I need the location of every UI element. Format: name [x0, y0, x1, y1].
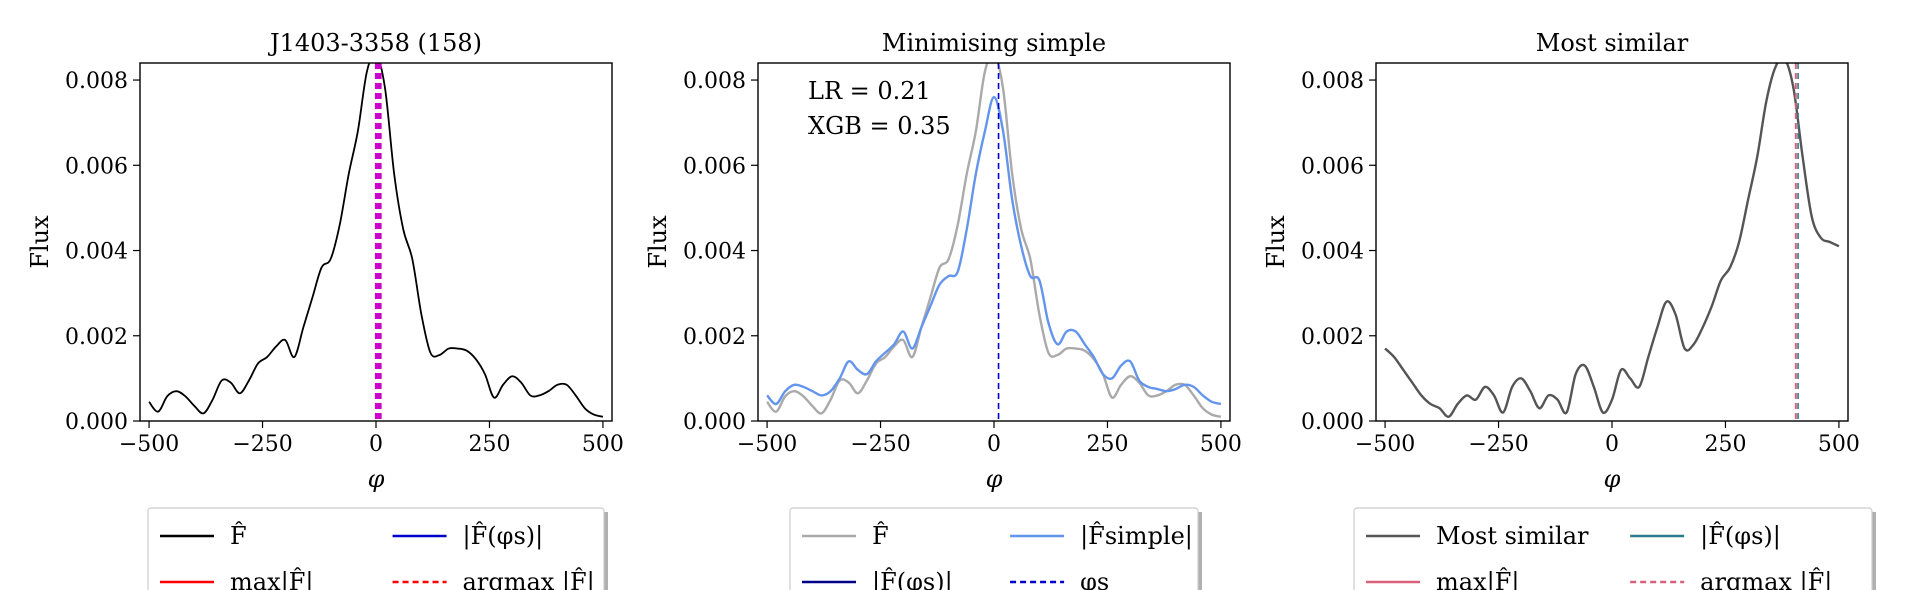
legend: Most similar |F̂(φs)| max|F̂| argmax |F̂| — [1353, 507, 1876, 590]
legend: F̂ |F̂simple| |F̂(φs)| φs — [789, 507, 1202, 590]
legend-label: argmax |F̂| — [1700, 568, 1832, 590]
y-axis-label: Flux — [26, 215, 54, 269]
legend-label: |F̂(φs)| — [872, 568, 953, 590]
series-line-1 — [766, 63, 1222, 418]
annotation-text: LR = 0.21 — [808, 77, 931, 105]
x-axis-label: φ — [1604, 465, 1621, 493]
y-tick-label: 0.008 — [65, 69, 128, 94]
plot-area — [1384, 63, 1840, 421]
chart-title: J1403-3358 (158) — [267, 29, 482, 57]
legend-box — [147, 507, 605, 590]
chart-panel-2: Minimising simple −500 −250 0 250 500 0.000 0.0… — [644, 29, 1242, 590]
x-tick-label: −500 — [119, 432, 179, 457]
y-tick-label: 0.006 — [1301, 154, 1364, 179]
y-tick-label: 0.006 — [683, 154, 746, 179]
x-tick-label: 500 — [1818, 432, 1860, 457]
y-tick-label: 0.000 — [1301, 410, 1364, 435]
axes-frame — [1375, 62, 1849, 422]
x-tick-label: 500 — [582, 432, 624, 457]
legend-label: |F̂(φs)| — [463, 522, 544, 551]
legend-label: |F̂(φs)| — [1700, 522, 1781, 551]
legend-label: F̂ — [872, 522, 889, 550]
x-tick-label: −500 — [737, 432, 797, 457]
x-tick-label: 0 — [1605, 432, 1619, 457]
y-tick-label: 0.000 — [683, 410, 746, 435]
x-axis-label: φ — [368, 465, 385, 493]
y-tick-label: 0.008 — [1301, 69, 1364, 94]
plot-area — [766, 63, 1222, 421]
y-tick-label: 0.004 — [65, 240, 128, 265]
x-axis-label: φ — [986, 465, 1003, 493]
x-tick-label: −500 — [1355, 432, 1415, 457]
chart-title: Minimising simple — [882, 29, 1106, 57]
series-line-1 — [1384, 63, 1840, 418]
y-tick-label: 0.002 — [683, 325, 746, 350]
x-tick-label: 0 — [369, 432, 383, 457]
x-tick-label: −250 — [850, 432, 910, 457]
legend-label: φs — [1080, 568, 1109, 590]
x-tick-label: −250 — [1468, 432, 1528, 457]
legend-label: max|F̂| — [230, 568, 313, 590]
y-tick-label: 0.006 — [65, 154, 128, 179]
legend-label: max|F̂| — [1436, 568, 1519, 590]
series-line-2 — [766, 95, 1222, 406]
legend-box — [1353, 507, 1873, 590]
legend-box — [789, 507, 1199, 590]
x-tick-label: 500 — [1200, 432, 1242, 457]
legend-label: argmax |F̂| — [463, 568, 595, 590]
chart-panel-1: J1403-3358 (158) −500 −250 0 250 500 0.000 0.00… — [26, 29, 624, 590]
legend-label: Most similar — [1436, 522, 1589, 550]
plot-area — [148, 63, 604, 421]
y-tick-label: 0.004 — [683, 240, 746, 265]
chart-title: Most similar — [1536, 29, 1689, 57]
x-tick-label: 250 — [1704, 432, 1746, 457]
x-tick-label: −250 — [232, 432, 292, 457]
x-tick-label: 0 — [987, 432, 1001, 457]
y-tick-label: 0.002 — [1301, 325, 1364, 350]
y-tick-label: 0.002 — [65, 325, 128, 350]
chart-panel-3: Most similar −500 −250 0 250 500 0.000 0.002 0.0… — [1262, 29, 1876, 590]
y-axis-label: Flux — [1262, 215, 1290, 269]
legend-label: |F̂simple| — [1080, 522, 1193, 551]
x-tick-label: 250 — [1086, 432, 1128, 457]
y-tick-label: 0.008 — [683, 69, 746, 94]
y-axis-label: Flux — [644, 215, 672, 269]
y-tick-label: 0.004 — [1301, 240, 1364, 265]
x-tick-label: 250 — [468, 432, 510, 457]
annotation-text: XGB = 0.35 — [808, 112, 951, 140]
series-line-1 — [148, 63, 604, 418]
legend: F̂ |F̂(φs)| max|F̂| argmax |F̂| — [147, 507, 608, 590]
legend-label: F̂ — [230, 522, 247, 550]
y-tick-label: 0.000 — [65, 410, 128, 435]
